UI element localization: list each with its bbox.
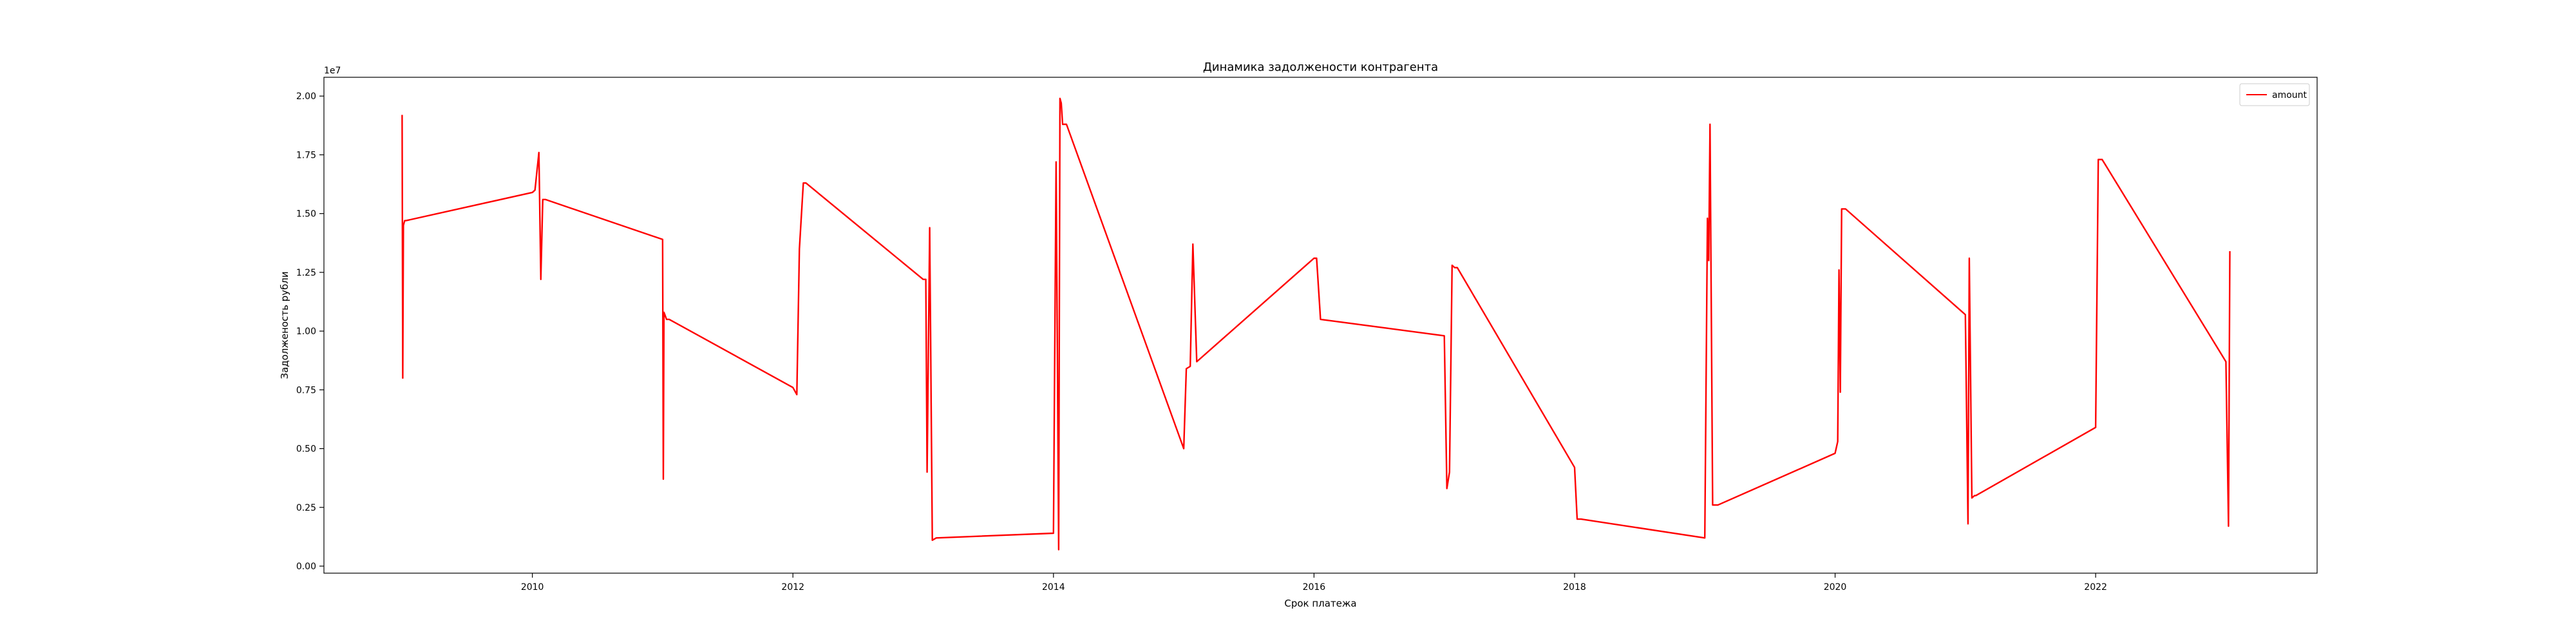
- x-tick-label: 2016: [1303, 582, 1326, 592]
- y-tick-label: 1.25: [296, 268, 316, 278]
- y-tick-label: 0.00: [296, 562, 316, 572]
- chart-title: Динамика задолжености контрагента: [1203, 61, 1438, 74]
- plot-area-frame: [323, 77, 2318, 574]
- y-axis-label: Задолженость рубли: [279, 271, 290, 379]
- x-tick-label: 2022: [2084, 582, 2107, 592]
- x-tick-label: 2012: [781, 582, 804, 592]
- series-line-amount: [401, 97, 2231, 551]
- x-tick-label: 2020: [1824, 582, 1847, 592]
- y-tick-label: 0.75: [296, 385, 316, 395]
- legend-box: [2239, 83, 2310, 106]
- series-layer: [401, 97, 2231, 551]
- legend-entry-amount: amount: [2272, 90, 2307, 100]
- y-tick-label: 0.50: [296, 444, 316, 455]
- y-tick-label: 1.75: [296, 150, 316, 160]
- y-tick-label: 1.50: [296, 209, 316, 220]
- x-axis-label: Срок платежа: [1284, 598, 1356, 609]
- x-tick-label: 2010: [521, 582, 544, 592]
- y-tick-label: 1.00: [296, 327, 316, 337]
- legend: amount: [2239, 83, 2310, 106]
- y-tick-label: 0.25: [296, 503, 316, 513]
- y-axis-offset-label: 1e7: [324, 66, 341, 76]
- x-axis: 2010 2012 2014 2016 2018 2020 2022: [521, 573, 2107, 592]
- x-tick-label: 2014: [1042, 582, 1065, 592]
- x-tick-label: 2018: [1563, 582, 1586, 592]
- y-tick-label: 2.00: [296, 91, 316, 102]
- y-axis: 0.00 0.25 0.50 0.75 1.00 1.25 1.50 1.75 2.00: [296, 91, 324, 572]
